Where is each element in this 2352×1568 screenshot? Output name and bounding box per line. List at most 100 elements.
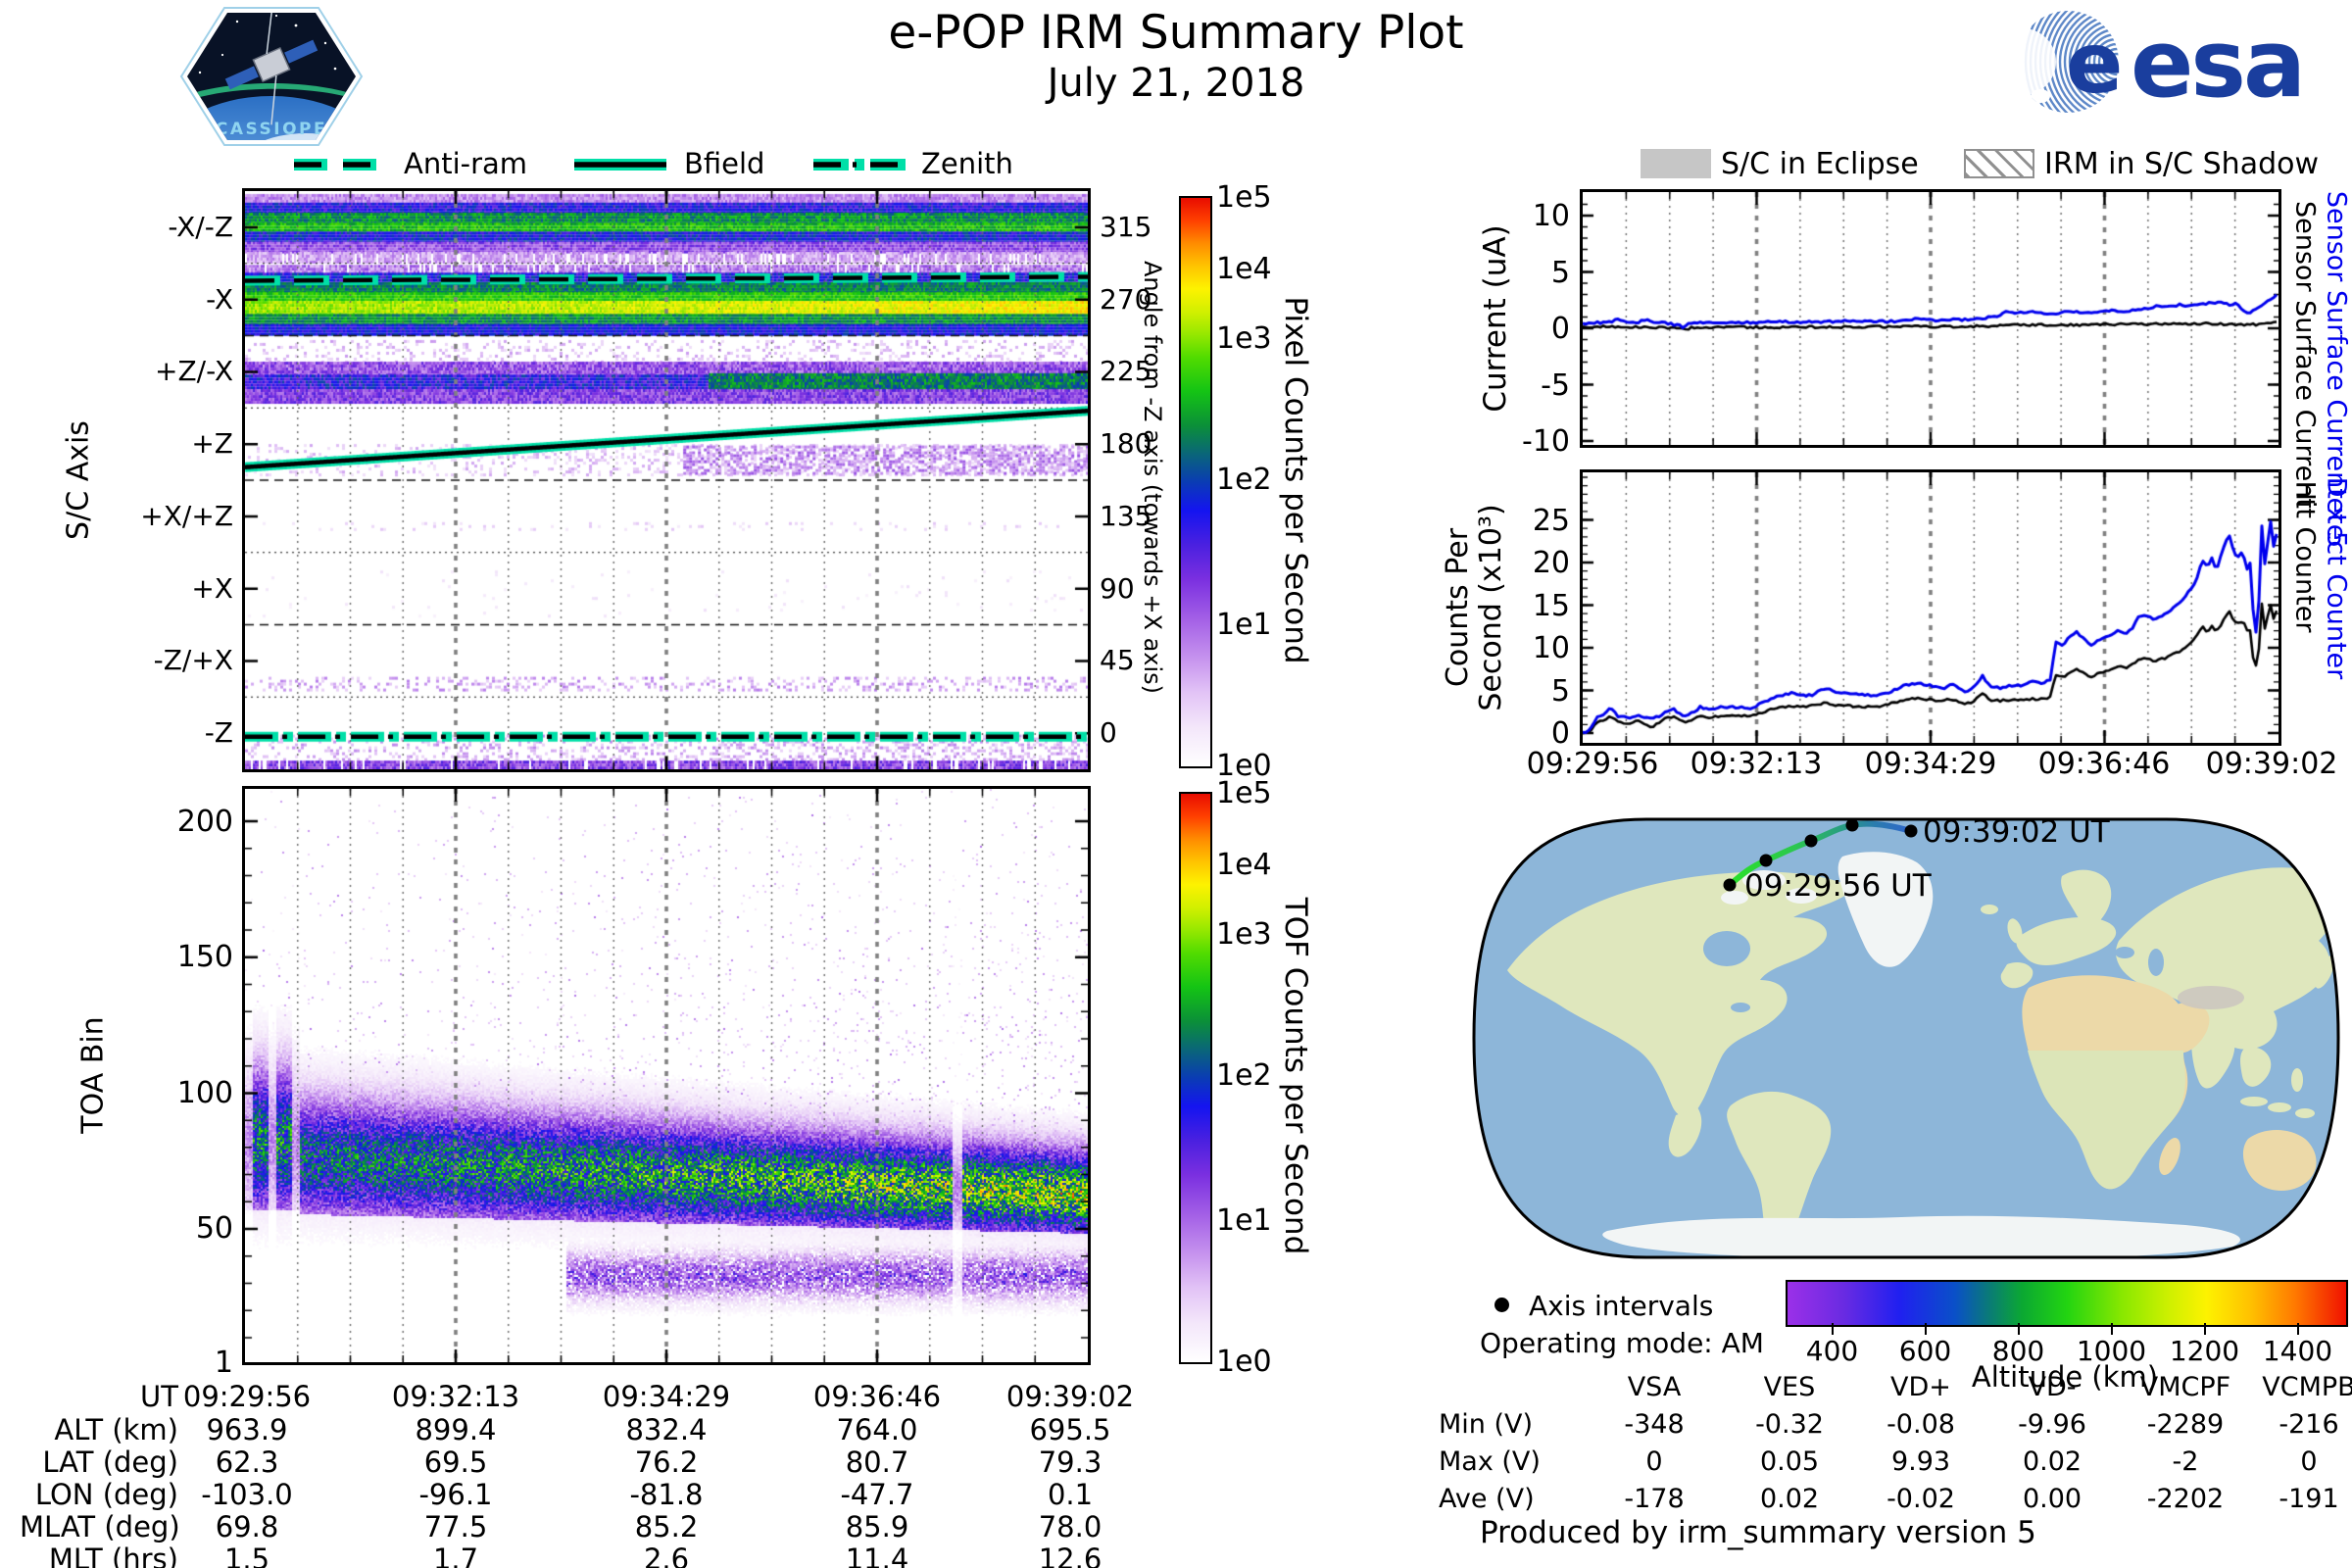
cassiope-logo-text: CASSIOPE	[216, 120, 327, 139]
counts-y-tick: 10	[1532, 631, 1570, 665]
toa-y-tick: 50	[195, 1211, 233, 1247]
map-great-lakes	[1731, 1003, 1750, 1012]
counts-y-tick: 5	[1550, 673, 1570, 709]
ephemeris-cell: 1.7	[432, 1543, 479, 1568]
voltage-cell: 0.00	[2022, 1484, 2082, 1514]
voltage-cell: -9.96	[2018, 1409, 2086, 1440]
counts-plot-panel	[1580, 469, 2281, 746]
axis-intervals-label: Axis intervals	[1529, 1290, 1714, 1322]
map-africa-south	[2028, 1051, 2185, 1190]
tof-colorbar-tick: 1e3	[1216, 916, 1272, 952]
ephemeris-cell: 832.4	[625, 1413, 708, 1446]
altitude-tick-mark	[1831, 1323, 1834, 1335]
legend-label-zenith: Zenith	[921, 147, 1013, 180]
svg-text:e: e	[2066, 15, 2123, 113]
voltage-cell: -0.08	[1886, 1409, 1955, 1440]
sc-axis-right-tick: 90	[1100, 571, 1135, 605]
axis-interval-dots	[1723, 819, 1918, 892]
counts-y-tick: 0	[1550, 716, 1570, 751]
ephemeris-cell: 85.9	[845, 1510, 909, 1544]
sc-axis-right-tick: 135	[1100, 499, 1152, 532]
current-y-tick: 0	[1550, 312, 1570, 346]
voltage-cell: -2202	[2146, 1484, 2225, 1514]
sc-axis-spectrogram-panel	[242, 188, 1091, 772]
eclipse-swatch-filled	[1641, 149, 1711, 178]
voltage-row-label: Ave (V)	[1439, 1484, 1535, 1514]
ephemeris-row-label: MLAT (deg)	[20, 1510, 180, 1544]
pixel-colorbar-tick: 1e3	[1216, 320, 1272, 356]
map-madagascar	[2159, 1137, 2180, 1176]
voltage-cell: -0.32	[1755, 1409, 1824, 1440]
map-iceland	[1981, 905, 1998, 914]
altitude-tick-mark	[2203, 1323, 2206, 1335]
sensor-surface-current-label: Sensor Surface Current	[2289, 201, 2321, 509]
altitude-tick-label: 600	[1898, 1335, 1952, 1367]
voltage-cell: 0.05	[1759, 1446, 1820, 1477]
map-greenland	[1838, 852, 1934, 967]
time-x-tick: 09:36:46	[2037, 747, 2171, 781]
map-north-america	[1507, 871, 1854, 1117]
track-end-label: 09:39:02 UT	[1923, 815, 2111, 850]
voltage-col-header: VMCPF	[2139, 1372, 2231, 1402]
altitude-colorbar-label: Altitude (km)	[1971, 1360, 2159, 1394]
counts-plot-canvas	[1583, 472, 2278, 743]
map-japan	[2315, 956, 2334, 989]
sc-axis-row-label: +X/+Z	[140, 499, 233, 532]
eclipse-legend-label: IRM in S/C Shadow	[2044, 147, 2320, 181]
ephemeris-row-label: UT	[140, 1380, 178, 1413]
toa-spectrogram-panel	[242, 786, 1091, 1365]
ephemeris-cell: -103.0	[201, 1478, 293, 1511]
ephemeris-cell: 09:32:13	[391, 1380, 520, 1413]
operating-mode-label: Operating mode: AM	[1480, 1327, 1764, 1359]
ephemeris-cell: -81.8	[629, 1478, 704, 1511]
altitude-tick-mark	[2017, 1323, 2020, 1335]
ephemeris-cell: -96.1	[418, 1478, 493, 1511]
ground-track-map: 09:29:56 UT 09:39:02 UT	[1472, 815, 2340, 1259]
ephemeris-cell: 09:29:56	[182, 1380, 312, 1413]
pixel-counts-colorbar-label: Pixel Counts per Second	[1278, 296, 1313, 664]
altitude-tick-mark	[2110, 1323, 2113, 1335]
ephemeris-cell: -47.7	[840, 1478, 914, 1511]
esa-logo-text: esa	[2131, 11, 2303, 119]
pixel-colorbar-tick: 1e0	[1216, 749, 1272, 783]
toa-y-tick: 1	[214, 1346, 233, 1380]
toa-y-tick: 200	[176, 805, 233, 839]
toa-ylabel: TOA Bin	[75, 1016, 111, 1134]
current-plot-panel	[1580, 189, 2281, 448]
voltage-row-label: Max (V)	[1439, 1446, 1541, 1477]
map-australia	[2242, 1130, 2317, 1191]
voltage-cell: -348	[1624, 1409, 1685, 1440]
sc-axis-row-label: -X	[206, 282, 233, 316]
legend-line-dashed-icon	[294, 159, 386, 171]
hit-counter-label: Hit Counter	[2289, 480, 2321, 633]
voltage-cell: 0.02	[2022, 1446, 2082, 1477]
altitude-tick-label: 1000	[2076, 1335, 2147, 1367]
pixel-colorbar-tick: 1e2	[1216, 463, 1272, 498]
ephemeris-cell: 69.5	[423, 1446, 488, 1479]
legend-line-solid-icon	[574, 159, 666, 171]
sc-axis-right-tick: 270	[1100, 282, 1152, 316]
time-x-tick: 09:39:02	[2205, 747, 2338, 781]
tof-colorbar-tick: 1e2	[1216, 1058, 1272, 1094]
ephemeris-cell: 764.0	[836, 1413, 918, 1446]
voltage-col-header: VSA	[1627, 1372, 1682, 1402]
map-antarctica	[1602, 1215, 2240, 1257]
ephemeris-cell: 11.4	[845, 1543, 909, 1568]
sc-axis-right-tick: 45	[1100, 644, 1135, 677]
ephemeris-cell: 1.5	[223, 1543, 270, 1568]
tof-colorbar-tick: 1e5	[1216, 776, 1272, 810]
voltage-col-header: VD+	[1890, 1372, 1951, 1402]
ephemeris-cell: 695.5	[1029, 1413, 1111, 1446]
ephemeris-cell: 09:34:29	[602, 1380, 731, 1413]
sc-axis-row-label: +Z	[191, 427, 233, 461]
voltage-cell: -2	[2172, 1446, 2199, 1477]
current-y-tick: -5	[1541, 368, 1570, 403]
altitude-tick-label: 800	[1991, 1335, 2045, 1367]
sc-axis-row-label: -Z	[204, 716, 233, 750]
legend-label-bfield: Bfield	[684, 147, 765, 180]
axis-interval-dot	[1845, 819, 1859, 832]
pixel-colorbar-tick: 1e4	[1216, 252, 1272, 287]
sc-axis-row-label: -Z/+X	[153, 644, 233, 677]
ephemeris-cell: 09:39:02	[1005, 1380, 1135, 1413]
